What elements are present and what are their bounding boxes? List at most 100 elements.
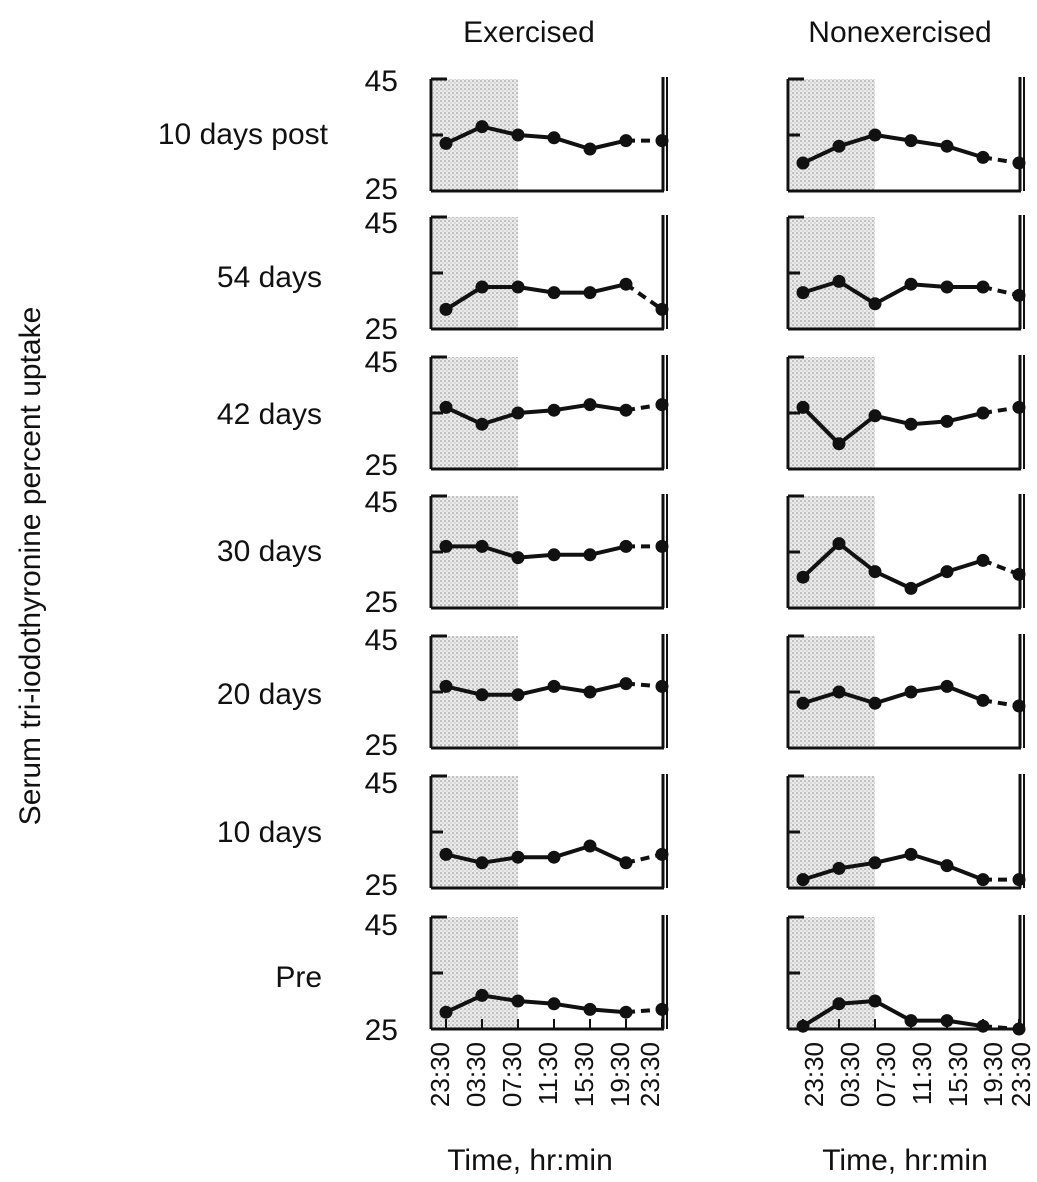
data-point xyxy=(655,847,669,861)
shaded-interval xyxy=(790,917,875,1029)
panels xyxy=(429,77,1026,1036)
data-point xyxy=(547,850,561,864)
data-point xyxy=(1012,1022,1026,1036)
data-point xyxy=(439,679,453,693)
data-point xyxy=(796,696,810,710)
data-point xyxy=(1012,873,1026,887)
data-point xyxy=(583,548,597,562)
data-point xyxy=(475,988,489,1002)
x-tick-label: 23:30 xyxy=(1006,1042,1036,1107)
data-point xyxy=(976,1019,990,1033)
data-point xyxy=(904,685,918,699)
panel xyxy=(429,215,669,331)
row-label-10-days-post: 10 days post xyxy=(158,118,329,151)
column-title-nonexercised: Nonexercised xyxy=(808,16,991,49)
data-point xyxy=(655,134,669,148)
data-point xyxy=(796,286,810,300)
data-point xyxy=(619,539,633,553)
x-tick-label: 11:30 xyxy=(533,1042,563,1105)
x-tick-label: 03:30 xyxy=(461,1042,491,1107)
x-tick-label: 07:30 xyxy=(871,1042,901,1107)
data-point xyxy=(832,997,846,1011)
x-tick-label: 15:30 xyxy=(569,1042,599,1107)
row-label-54-days: 54 days xyxy=(217,261,322,294)
data-point xyxy=(655,539,669,553)
data-point xyxy=(583,286,597,300)
data-point xyxy=(583,839,597,853)
data-point xyxy=(439,1005,453,1019)
data-point xyxy=(868,297,882,311)
data-point xyxy=(868,565,882,579)
data-point xyxy=(904,417,918,431)
data-point xyxy=(655,1002,669,1016)
data-point xyxy=(511,406,525,420)
data-point xyxy=(904,1014,918,1028)
row-label-pre: Pre xyxy=(275,961,322,994)
panel xyxy=(786,494,1026,610)
x-tick-label: 23:30 xyxy=(425,1042,455,1107)
y-tick-label-25: 25 xyxy=(365,586,398,619)
data-point xyxy=(976,150,990,164)
data-point xyxy=(619,277,633,291)
y-tick-label-45: 45 xyxy=(365,207,398,240)
panel xyxy=(786,634,1026,750)
data-point xyxy=(832,861,846,875)
y-tick-label-25: 25 xyxy=(365,313,398,346)
data-point xyxy=(1012,156,1026,170)
y-tick-label-45: 45 xyxy=(365,909,398,942)
x-tick-label: 15:30 xyxy=(943,1042,973,1107)
panel xyxy=(786,77,1026,193)
data-point xyxy=(547,286,561,300)
data-point xyxy=(619,134,633,148)
data-point xyxy=(439,400,453,414)
data-point xyxy=(583,142,597,156)
x-tick-label: 07:30 xyxy=(497,1042,527,1107)
row-label-42-days: 42 days xyxy=(217,398,322,431)
data-point xyxy=(619,856,633,870)
data-point xyxy=(940,679,954,693)
x-axis-title-nonexercised: Time, hr:min xyxy=(822,1144,988,1177)
data-point xyxy=(904,847,918,861)
panel xyxy=(429,494,669,610)
x-tick-label: 19:30 xyxy=(978,1042,1008,1107)
data-point xyxy=(511,128,525,142)
y-tick-label-25: 25 xyxy=(365,1014,398,1047)
data-point xyxy=(868,856,882,870)
data-point xyxy=(796,400,810,414)
panel xyxy=(786,215,1026,331)
row-labels: 10 days post 54 days 42 days 30 days 20 … xyxy=(158,118,329,994)
panel xyxy=(429,774,669,890)
data-point xyxy=(904,134,918,148)
y-tick-label-45: 45 xyxy=(365,346,398,379)
panel xyxy=(786,915,1026,1036)
x-tick-label: 19:30 xyxy=(605,1042,635,1107)
data-point xyxy=(583,1002,597,1016)
data-point xyxy=(868,696,882,710)
data-point xyxy=(796,156,810,170)
y-tick-label-45: 45 xyxy=(365,486,398,519)
data-point xyxy=(976,873,990,887)
row-label-30-days: 30 days xyxy=(217,535,322,568)
data-point xyxy=(547,548,561,562)
data-point xyxy=(868,128,882,142)
data-point xyxy=(511,688,525,702)
data-point xyxy=(868,409,882,423)
panel xyxy=(786,774,1026,890)
data-point xyxy=(547,403,561,417)
panel xyxy=(429,77,669,193)
y-tick-label-25: 25 xyxy=(365,729,398,762)
data-point xyxy=(511,850,525,864)
data-point xyxy=(832,274,846,288)
data-point xyxy=(439,539,453,553)
data-point xyxy=(868,994,882,1008)
x-tick-label: 23:30 xyxy=(799,1042,829,1107)
data-point xyxy=(511,994,525,1008)
data-point xyxy=(547,679,561,693)
panel xyxy=(786,355,1026,471)
x-tick-labels-nonexercised: 23:30 03:30 07:30 11:30 15:30 19:30 23:3… xyxy=(799,1042,1036,1107)
data-point xyxy=(796,1019,810,1033)
data-point xyxy=(904,581,918,595)
y-axis-title: Serum tri-iodothyronine percent uptake xyxy=(14,307,47,826)
data-point xyxy=(832,139,846,153)
